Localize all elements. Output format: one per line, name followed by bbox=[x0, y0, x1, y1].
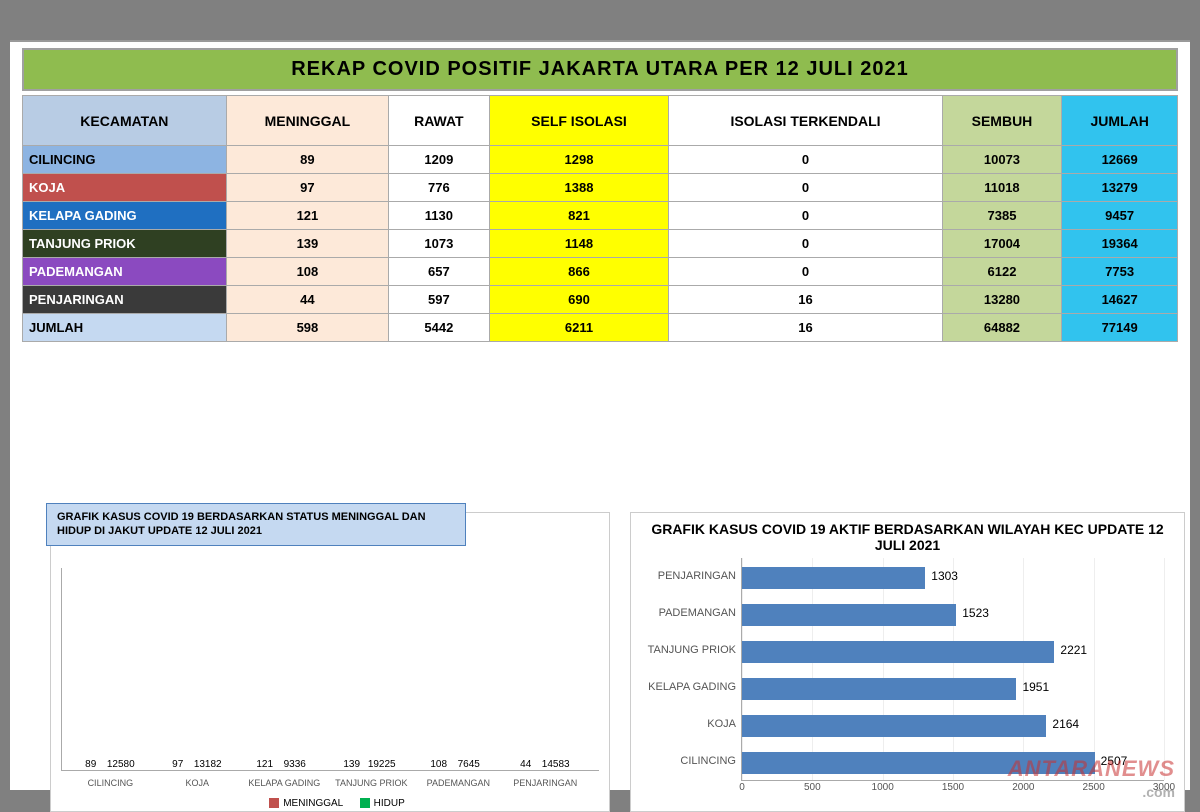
table-cell: 12669 bbox=[1062, 146, 1178, 174]
watermark-suffix: .com bbox=[1142, 784, 1175, 800]
row-kecamatan: PADEMANGAN bbox=[23, 258, 227, 286]
table-cell: 0 bbox=[669, 174, 942, 202]
table-cell: 14627 bbox=[1062, 286, 1178, 314]
table-cell: 690 bbox=[489, 286, 669, 314]
hbar-row: TANJUNG PRIOK2221 bbox=[742, 641, 1054, 663]
table-cell: 1130 bbox=[389, 202, 489, 230]
table-cell: 13280 bbox=[942, 286, 1062, 314]
row-kecamatan: JUMLAH bbox=[23, 314, 227, 342]
col-header: ISOLASI TERKENDALI bbox=[669, 96, 942, 146]
row-kecamatan: CILINCING bbox=[23, 146, 227, 174]
table-cell: 1388 bbox=[489, 174, 669, 202]
watermark: ANTARANEWS bbox=[1008, 756, 1175, 782]
table-cell: 0 bbox=[669, 146, 942, 174]
table-cell: 77149 bbox=[1062, 314, 1178, 342]
table-cell: 16 bbox=[669, 314, 942, 342]
table-cell: 1073 bbox=[389, 230, 489, 258]
table-cell: 97 bbox=[226, 174, 388, 202]
main-title: REKAP COVID POSITIF JAKARTA UTARA PER 12… bbox=[22, 48, 1178, 91]
table-cell: 821 bbox=[489, 202, 669, 230]
chart-region-title: GRAFIK KASUS COVID 19 AKTIF BERDASARKAN … bbox=[631, 513, 1184, 561]
table-cell: 121 bbox=[226, 202, 388, 230]
row-kecamatan: TANJUNG PRIOK bbox=[23, 230, 227, 258]
hbar-row: PENJARINGAN1303 bbox=[742, 567, 925, 589]
col-header: SELF ISOLASI bbox=[489, 96, 669, 146]
table-cell: 0 bbox=[669, 202, 942, 230]
col-header: MENINGGAL bbox=[226, 96, 388, 146]
table-cell: 776 bbox=[389, 174, 489, 202]
table-cell: 10073 bbox=[942, 146, 1062, 174]
row-kecamatan: KOJA bbox=[23, 174, 227, 202]
table-cell: 6122 bbox=[942, 258, 1062, 286]
chart-status: GRAFIK KASUS COVID 19 BERDASARKAN STATUS… bbox=[50, 512, 610, 812]
hbar-row: PADEMANGAN1523 bbox=[742, 604, 956, 626]
chart-status-title: GRAFIK KASUS COVID 19 BERDASARKAN STATUS… bbox=[46, 503, 466, 546]
table-cell: 16 bbox=[669, 286, 942, 314]
hbar-row: KELAPA GADING1951 bbox=[742, 678, 1016, 700]
table-cell: 657 bbox=[389, 258, 489, 286]
col-header: JUMLAH bbox=[1062, 96, 1178, 146]
table-cell: 1148 bbox=[489, 230, 669, 258]
table-cell: 139 bbox=[226, 230, 388, 258]
row-kecamatan: PENJARINGAN bbox=[23, 286, 227, 314]
hbar-row: KOJA2164 bbox=[742, 715, 1046, 737]
row-kecamatan: KELAPA GADING bbox=[23, 202, 227, 230]
table-cell: 19364 bbox=[1062, 230, 1178, 258]
table-cell: 17004 bbox=[942, 230, 1062, 258]
table-cell: 64882 bbox=[942, 314, 1062, 342]
table-cell: 9457 bbox=[1062, 202, 1178, 230]
table-cell: 597 bbox=[389, 286, 489, 314]
table-cell: 866 bbox=[489, 258, 669, 286]
col-header: RAWAT bbox=[389, 96, 489, 146]
col-header: KECAMATAN bbox=[23, 96, 227, 146]
table-cell: 44 bbox=[226, 286, 388, 314]
table-cell: 13279 bbox=[1062, 174, 1178, 202]
table-cell: 0 bbox=[669, 258, 942, 286]
table-cell: 0 bbox=[669, 230, 942, 258]
table-cell: 6211 bbox=[489, 314, 669, 342]
table-cell: 7753 bbox=[1062, 258, 1178, 286]
table-cell: 1298 bbox=[489, 146, 669, 174]
col-header: SEMBUH bbox=[942, 96, 1062, 146]
data-table: KECAMATANMENINGGALRAWATSELF ISOLASIISOLA… bbox=[22, 95, 1178, 342]
table-cell: 7385 bbox=[942, 202, 1062, 230]
table-cell: 11018 bbox=[942, 174, 1062, 202]
table-cell: 5442 bbox=[389, 314, 489, 342]
table-cell: 1209 bbox=[389, 146, 489, 174]
report-page: REKAP COVID POSITIF JAKARTA UTARA PER 12… bbox=[10, 40, 1190, 790]
table-cell: 89 bbox=[226, 146, 388, 174]
table-cell: 598 bbox=[226, 314, 388, 342]
table-cell: 108 bbox=[226, 258, 388, 286]
